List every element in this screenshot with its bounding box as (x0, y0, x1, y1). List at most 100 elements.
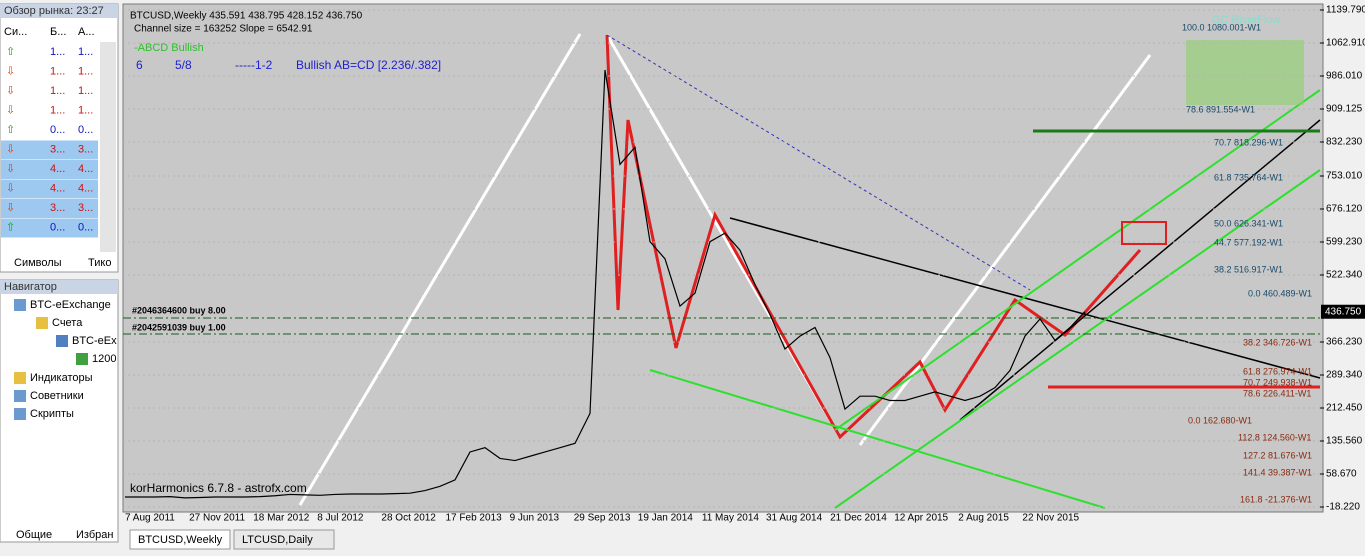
fib-level: 112.8 124.560-W1 (1238, 432, 1311, 442)
row-highlight (1, 160, 98, 179)
channel-line (834, 89, 1321, 431)
pattern-info: 6 (136, 58, 143, 72)
fib-level: 0.0 460.489-W1 (1248, 288, 1312, 298)
channel-info: Channel size = 163252 Slope = 6542.91 (134, 24, 313, 35)
x-tick-label: 11 May 2014 (702, 513, 760, 524)
quote-cell: 4... (78, 182, 93, 194)
y-tick-label: 522.340 (1326, 270, 1363, 281)
tree-item[interactable]: Советники (30, 390, 84, 402)
fib-level: 100.0 1080.001-W1 (1182, 22, 1261, 32)
drawings (123, 33, 1321, 509)
pattern-info: 5/8 (175, 58, 192, 72)
tree-item[interactable]: Счета (52, 317, 83, 329)
trend-icon: ⇧ (6, 124, 15, 136)
quote-cell: 4... (50, 163, 65, 175)
y-tick-label: -18.220 (1326, 502, 1360, 513)
row-highlight (1, 179, 98, 199)
quote-cell: 1... (78, 46, 93, 58)
tab[interactable]: Избран (76, 529, 113, 541)
chart-tab[interactable] (129, 529, 231, 550)
row-highlight (1, 199, 98, 218)
tree-item[interactable]: Скрипты (30, 408, 74, 420)
tab[interactable]: Общие (16, 529, 52, 541)
y-tick-label: 212.450 (1326, 403, 1363, 414)
y-tick-label: 753.010 (1326, 171, 1363, 182)
tree-item[interactable]: 1200 (92, 353, 116, 365)
white-line (858, 54, 1152, 446)
quote-cell: 1... (50, 46, 65, 58)
current-price: 436.750 (1325, 306, 1362, 317)
fib-level: 38.2 346.726-W1 (1243, 337, 1312, 347)
price-marker (1321, 304, 1365, 319)
trend-icon: ⇩ (6, 65, 15, 77)
fib-level: 70.7 249.938-W1 (1243, 377, 1312, 387)
y-tick-label: 135.560 (1326, 436, 1363, 447)
chart-tab[interactable] (233, 529, 335, 550)
fib-level: 78.6 226.411-W1 (1243, 388, 1311, 398)
tree-icon (14, 408, 26, 420)
chart-tab-label[interactable]: LTCUSD,Daily (242, 534, 313, 546)
y-tick-label: 1062.910 (1326, 38, 1365, 49)
x-tick-label: 18 Mar 2012 (253, 513, 310, 524)
x-tick-label: 28 Oct 2012 (381, 513, 436, 524)
fib-level: 161.8 -21.376-W1 (1240, 494, 1312, 504)
x-tick-label: 27 Nov 2011 (189, 513, 245, 524)
quote-cell: 1... (78, 104, 93, 116)
chart-tab-label[interactable]: BTCUSD,Weekly (138, 534, 223, 546)
panel-header (0, 4, 118, 18)
quote-cell: 3... (78, 143, 93, 155)
quote-cell: 1... (50, 65, 65, 77)
x-tick-label: 2 Aug 2015 (958, 513, 1009, 524)
tree-item[interactable]: BTC-eExchange (30, 299, 111, 311)
quote-cell: 1... (78, 65, 93, 77)
scrollbar (100, 42, 116, 252)
tab[interactable]: Тико (88, 257, 111, 269)
x-tick-label: 7 Aug 2011 (125, 513, 175, 524)
tab[interactable]: Символы (14, 257, 62, 269)
chart-area (122, 3, 1324, 513)
y-tick-label: 832.230 (1326, 137, 1363, 148)
quote-cell: 3... (78, 202, 93, 214)
fib-level: 78.6 891.554-W1 (1186, 104, 1255, 114)
tree-icon (56, 335, 68, 347)
order-label: #2042591039 buy 1.00 (132, 322, 226, 332)
tree-item[interactable]: Индикаторы (30, 372, 93, 384)
channel-line (834, 169, 1321, 509)
x-tick-label: 9 Jun 2013 (510, 513, 560, 524)
y-tick-label: 909.125 (1326, 104, 1363, 115)
trend-icon: ⇧ (6, 46, 15, 58)
fib-level: 61.8 276.974-W1 (1243, 366, 1312, 376)
tree-icon (76, 353, 88, 365)
y-tick-label: 986.010 (1326, 71, 1363, 82)
trend-icon: ⇩ (6, 85, 15, 97)
panel-header (0, 280, 118, 294)
x-tick-label: 8 Jul 2012 (317, 513, 364, 524)
quote-cell: 1... (50, 85, 65, 97)
x-tick-label: 21 Dec 2014 (830, 513, 887, 524)
quote-cell: 4... (50, 182, 65, 194)
panel-title: Обзор рынка: 23:27 (4, 5, 104, 17)
target-box (1121, 221, 1167, 245)
quote-cell: 4... (78, 163, 93, 175)
pattern-info: Bullish AB=CD [2.236/.382] (296, 58, 441, 72)
quote-cell: 0... (50, 221, 65, 233)
column-header: Б... (50, 26, 66, 38)
white-line (298, 33, 582, 506)
panel-title: Навигатор (4, 281, 57, 293)
pattern-name: -ABCD Bullish (134, 42, 204, 54)
trend-icon: ⇩ (6, 104, 15, 116)
fib-level: 0.0 162.680-W1 (1188, 415, 1252, 425)
tree-item[interactable]: BTC-eEx (72, 335, 117, 347)
x-tick-label: 22 Nov 2015 (1022, 513, 1079, 524)
channel-line (649, 369, 1106, 509)
tree-icon (14, 372, 26, 384)
y-tick-label: 58.670 (1326, 469, 1357, 480)
fib-level: 38.2 516.917-W1 (1214, 264, 1283, 274)
fib-level: 127.2 81.676-W1 (1243, 450, 1312, 460)
navigator-panel (0, 279, 119, 543)
indicator-name: GC RiverFlow (1212, 14, 1281, 26)
row-highlight (1, 140, 98, 160)
x-tick-label: 31 Aug 2014 (766, 513, 823, 524)
